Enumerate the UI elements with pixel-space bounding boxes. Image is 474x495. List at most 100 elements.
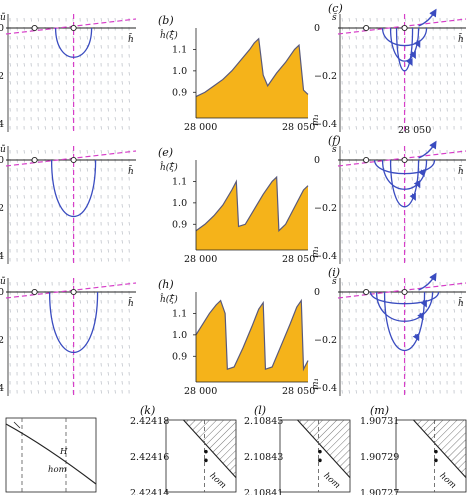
field-arrow bbox=[51, 116, 53, 121]
field-arrow bbox=[362, 248, 364, 253]
orbit-loop bbox=[389, 159, 420, 208]
field-arrow bbox=[348, 35, 350, 40]
field-arrow bbox=[376, 80, 378, 85]
y-tick-label: 0.9 bbox=[172, 351, 187, 362]
phase-portrait-right: h̃ s̃ 0 −0.2 −0.4 (i) bbox=[314, 266, 467, 396]
x-tick-label: 28 050 bbox=[282, 254, 315, 265]
field-arrow bbox=[16, 44, 18, 49]
axis-tick-label: −0.2 bbox=[314, 203, 337, 214]
field-arrow bbox=[460, 44, 462, 49]
field-arrow bbox=[58, 353, 60, 358]
field-arrow bbox=[23, 35, 25, 40]
panel-label: (l) bbox=[254, 404, 266, 417]
series-area bbox=[196, 38, 308, 118]
field-arrow bbox=[86, 35, 88, 40]
field-arrow bbox=[439, 230, 441, 235]
field-arrow bbox=[16, 71, 18, 76]
panel-label: (b) bbox=[158, 14, 174, 27]
field-arrow bbox=[432, 239, 434, 244]
field-arrow bbox=[355, 17, 357, 22]
field-arrow bbox=[9, 317, 11, 322]
field-arrow bbox=[86, 281, 88, 286]
field-arrow bbox=[418, 149, 420, 154]
zoom-row: Hhom2.424182.424162.42414hom(k)2.108452.… bbox=[5, 404, 467, 495]
field-arrow bbox=[121, 221, 123, 226]
time-series-column: 0.91.01.128 000 28 050m₁ĥ(ξ̂)(b)0.91.01.1… bbox=[158, 14, 321, 397]
x-tick-label: 28 000 bbox=[184, 122, 217, 133]
field-arrow bbox=[383, 212, 385, 217]
field-arrow bbox=[369, 371, 371, 376]
field-arrow bbox=[16, 53, 18, 58]
field-arrow bbox=[86, 53, 88, 58]
axis-tick-label: 0 bbox=[0, 287, 4, 298]
field-arrow bbox=[30, 35, 32, 40]
field-arrow bbox=[114, 125, 116, 130]
field-arrow bbox=[121, 107, 123, 112]
field-arrow bbox=[51, 230, 53, 235]
series-line bbox=[195, 298, 309, 372]
field-arrow bbox=[341, 281, 343, 286]
field-arrow bbox=[121, 353, 123, 358]
field-arrow bbox=[121, 230, 123, 235]
tick-mark bbox=[13, 421, 21, 429]
field-arrow bbox=[107, 239, 109, 244]
field-arrow bbox=[23, 185, 25, 190]
equilibrium-point bbox=[70, 24, 77, 32]
field-arrow bbox=[79, 44, 81, 49]
equilibrium-point bbox=[401, 24, 408, 32]
field-arrow bbox=[65, 344, 67, 349]
field-arrow bbox=[411, 281, 413, 286]
tick-label: 2.10845 bbox=[244, 416, 283, 427]
tick-label: 1.90729 bbox=[360, 452, 399, 463]
tick-label: 1.90727 bbox=[360, 488, 399, 495]
field-arrow bbox=[376, 212, 378, 217]
axis-tick-label: 4 bbox=[0, 383, 4, 394]
marker-point bbox=[434, 458, 438, 463]
field-arrow bbox=[51, 125, 53, 130]
field-arrow bbox=[65, 98, 67, 103]
field-arrow bbox=[425, 239, 427, 244]
field-arrow bbox=[432, 362, 434, 367]
field-arrow bbox=[58, 98, 60, 103]
field-arrow bbox=[341, 44, 343, 49]
field-arrow bbox=[390, 185, 392, 190]
field-arrow bbox=[128, 98, 130, 103]
field-arrow bbox=[44, 380, 46, 385]
field-arrow bbox=[37, 281, 39, 286]
field-arrow bbox=[51, 239, 53, 244]
field-arrow bbox=[107, 125, 109, 130]
field-arrow bbox=[390, 71, 392, 76]
field-arrow bbox=[86, 308, 88, 313]
field-arrow bbox=[121, 116, 123, 121]
field-arrow bbox=[355, 257, 357, 262]
axis-tick-label: 4 bbox=[0, 119, 4, 130]
field-arrow bbox=[65, 326, 67, 331]
field-arrow bbox=[341, 53, 343, 58]
field-arrow bbox=[44, 239, 46, 244]
field-arrow bbox=[65, 353, 67, 358]
field-arrow bbox=[93, 44, 95, 49]
field-arrow bbox=[30, 17, 32, 22]
orbit-loop bbox=[50, 159, 97, 218]
field-arrow bbox=[23, 53, 25, 58]
field-arrow bbox=[432, 344, 434, 349]
field-arrow bbox=[446, 212, 448, 217]
field-arrow bbox=[121, 362, 123, 367]
field-arrow bbox=[418, 125, 420, 130]
field-arrow bbox=[376, 344, 378, 349]
field-arrow bbox=[418, 380, 420, 385]
orbit-loop bbox=[381, 159, 428, 190]
zoom-panel-k: 2.42418 2.42416 2.42414 hom (k) bbox=[130, 404, 237, 495]
field-arrow bbox=[439, 98, 441, 103]
field-arrow bbox=[369, 230, 371, 235]
field-arrow bbox=[44, 257, 46, 262]
field-arrow bbox=[23, 176, 25, 181]
field-arrow bbox=[23, 281, 25, 286]
field-arrow bbox=[355, 248, 357, 253]
field-arrow bbox=[460, 299, 462, 304]
field-arrow bbox=[460, 317, 462, 322]
field-arrow bbox=[446, 344, 448, 349]
orbit-arrow bbox=[406, 57, 413, 67]
field-arrow bbox=[121, 89, 123, 94]
field-arrow bbox=[390, 326, 392, 331]
